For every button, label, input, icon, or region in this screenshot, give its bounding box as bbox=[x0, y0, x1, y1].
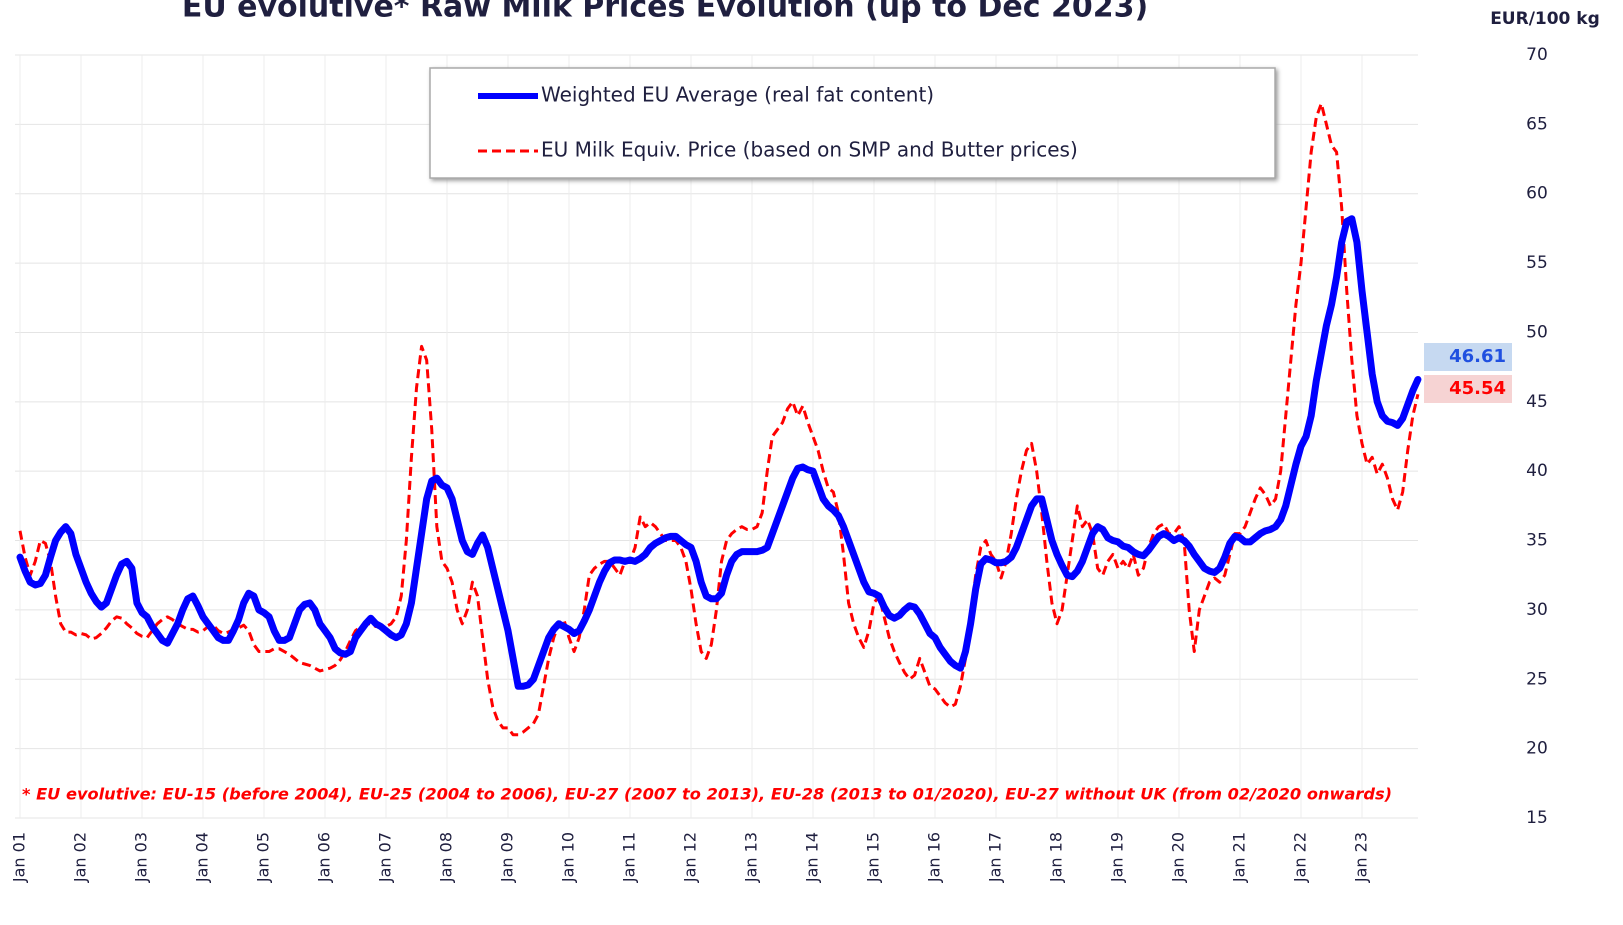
x-tick-label: Jan 17 bbox=[986, 832, 1005, 883]
labels: 46.61 45.54 bbox=[1424, 343, 1512, 403]
x-tick-label: Jan 13 bbox=[742, 832, 761, 883]
x-tick-label: Jan 05 bbox=[254, 832, 273, 883]
y-tick-label: 15 bbox=[1526, 808, 1548, 828]
chart-title: EU evolutive* Raw Milk Prices Evolution … bbox=[182, 0, 1148, 25]
y-tick-label: 65 bbox=[1526, 114, 1548, 134]
legend-label: EU Milk Equiv. Price (based on SMP and B… bbox=[541, 138, 1078, 162]
y-tick-label: 30 bbox=[1526, 600, 1548, 620]
value-label: 45.54 bbox=[1449, 378, 1506, 399]
footnote: * EU evolutive: EU-15 (before 2004), EU-… bbox=[22, 785, 1392, 804]
x-tick-label: Jan 08 bbox=[437, 832, 456, 883]
x-tick-label: Jan 07 bbox=[376, 832, 395, 883]
x-tick-label: Jan 16 bbox=[925, 832, 944, 883]
y-tick-label: 20 bbox=[1526, 739, 1548, 759]
x-tick-label: Jan 15 bbox=[864, 832, 883, 883]
x-tick-label: Jan 12 bbox=[681, 832, 700, 883]
x-tick-label: Jan 21 bbox=[1230, 832, 1249, 883]
series-line bbox=[18, 102, 1420, 737]
y-tick-label: 60 bbox=[1526, 184, 1548, 204]
x-tick-label: Jan 19 bbox=[1108, 832, 1127, 883]
x-tick-label: Jan 06 bbox=[315, 832, 334, 883]
legend-box bbox=[429, 67, 1276, 179]
x-tick-label: Jan 11 bbox=[620, 832, 639, 883]
y-tick-label: 35 bbox=[1526, 531, 1548, 551]
x-tick-label: Jan 20 bbox=[1169, 832, 1188, 883]
y-tick-label: 25 bbox=[1526, 669, 1548, 689]
value-label: 46.61 bbox=[1449, 346, 1506, 367]
y-axis-label: EUR/100 kg bbox=[1490, 9, 1600, 29]
y-tick-label: 70 bbox=[1526, 45, 1548, 65]
legend-label: Weighted EU Average (real fat content) bbox=[541, 83, 934, 107]
x-tick-label: Jan 09 bbox=[498, 832, 517, 883]
x-tick-label: Jan 01 bbox=[10, 832, 29, 883]
value-label-bg bbox=[1424, 343, 1512, 371]
value-label-bg bbox=[1424, 375, 1512, 403]
y-tick-label: 50 bbox=[1526, 322, 1548, 342]
legend: Weighted EU Average (real fat content) EU… bbox=[478, 83, 1078, 162]
x-tick-label: Jan 03 bbox=[132, 832, 151, 883]
x-tick-label: Jan 02 bbox=[71, 832, 90, 883]
x-tick-label: Jan 23 bbox=[1352, 832, 1371, 883]
y-tick-label: 45 bbox=[1526, 392, 1548, 412]
x-tick-label: Jan 18 bbox=[1047, 832, 1066, 883]
x-tick-label: Jan 22 bbox=[1291, 832, 1310, 883]
lines bbox=[16, 102, 1422, 737]
x-tick-label: Jan 10 bbox=[559, 832, 578, 883]
y-tick-label: 55 bbox=[1526, 253, 1548, 273]
y-tick-label: 40 bbox=[1526, 461, 1548, 481]
x-tick-label: Jan 04 bbox=[193, 832, 212, 883]
series-line bbox=[16, 215, 1422, 690]
x-tick-label: Jan 14 bbox=[803, 832, 822, 883]
grid: 15 20 25 30 35 40 45 50 55 60 65 70 Jan 01 Jan 02 Jan … bbox=[10, 45, 1548, 883]
